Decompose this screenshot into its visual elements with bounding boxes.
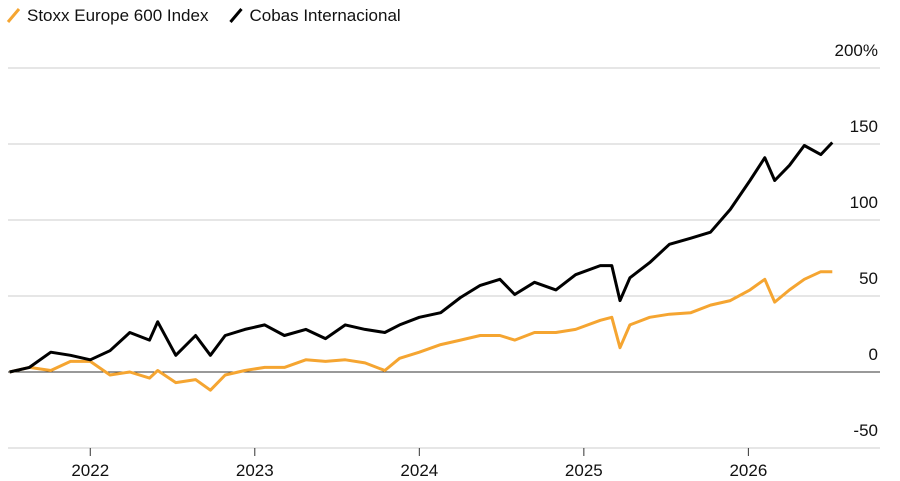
legend-label: Cobas Internacional	[249, 6, 400, 25]
y-tick-label: 100	[850, 193, 878, 212]
x-tick-label: 2023	[236, 461, 274, 480]
x-tick-label: 2024	[400, 461, 438, 480]
legend-swatch	[6, 8, 21, 23]
y-tick-label: 0	[869, 345, 878, 364]
x-tick-label: 2025	[565, 461, 603, 480]
y-tick-label: 50	[859, 269, 878, 288]
y-tick-label: 150	[850, 117, 878, 136]
y-tick-label: 200%	[835, 41, 878, 60]
y-tick-label: -50	[853, 421, 878, 440]
series-line	[9, 141, 834, 374]
legend-swatch	[229, 8, 243, 23]
legend-label: Stoxx Europe 600 Index	[27, 6, 209, 25]
series-line	[9, 270, 833, 392]
x-tick-label: 2026	[729, 461, 767, 480]
x-tick-label: 2022	[71, 461, 109, 480]
